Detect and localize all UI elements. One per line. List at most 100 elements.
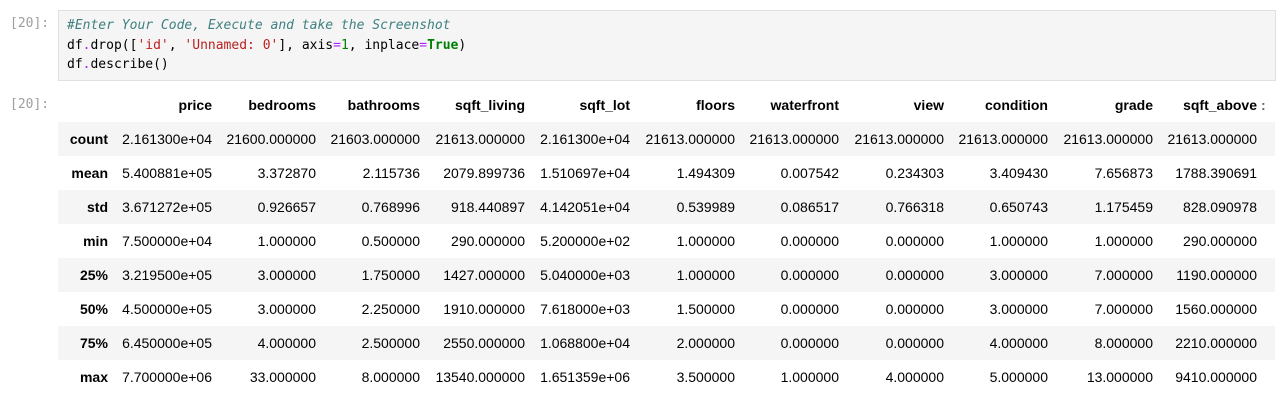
row-index: count (69, 131, 108, 147)
table-cell-spacer (1257, 258, 1275, 292)
table-cell: 2.161300e+04 (540, 131, 630, 147)
code-token: . (82, 38, 91, 53)
code-keyword: True (427, 38, 459, 53)
table-cell: 0.086517 (780, 199, 839, 215)
table-cell: 3.671272e+05 (122, 199, 212, 215)
table-cell: 1.000000 (780, 369, 839, 385)
table-cell: 0.926657 (257, 199, 316, 215)
table-cell: 3.000000 (257, 301, 316, 317)
table-cell: 0.650743 (989, 199, 1048, 215)
code-token: ) (458, 38, 467, 53)
table-cell: 1.068800e+04 (540, 335, 630, 351)
table-cell: 828.090978 (1183, 199, 1257, 215)
output-area: price bedrooms bathrooms sqft_living sqf… (58, 88, 1276, 403)
table-cell: 2550.000000 (443, 335, 525, 351)
column-header: price (178, 97, 212, 113)
table-cell: 3.000000 (989, 301, 1048, 317)
table-row: mean 5.400881e+05 3.372870 2.115736 2079… (58, 156, 1275, 190)
code-token: , inplace (348, 38, 420, 53)
table-cell-spacer (1257, 224, 1275, 258)
table-cell-spacer (1257, 122, 1275, 156)
code-token: , (168, 38, 185, 53)
code-token: . (82, 57, 91, 72)
code-line-1: #Enter Your Code, Execute and take the S… (67, 17, 451, 35)
table-cell: 5.400881e+05 (122, 165, 212, 181)
table-cell: 1.000000 (1094, 233, 1153, 249)
output-prompt: [20]: (10, 97, 50, 112)
table-cell: 3.219500e+05 (122, 267, 212, 283)
table-row: count 2.161300e+04 21600.000000 21603.00… (58, 122, 1275, 156)
code-token: drop (90, 38, 122, 53)
table-cell: 1560.000000 (1175, 301, 1257, 317)
table-cell-spacer (1257, 156, 1275, 190)
table-cell: 1.494309 (676, 165, 735, 181)
table-cell: 3.000000 (989, 267, 1048, 283)
table-cell: 13540.000000 (435, 369, 525, 385)
code-line-2: df.drop(['id', 'Unnamed: 0'], axis=1, in… (67, 37, 466, 55)
table-cell: 2.115736 (362, 165, 420, 181)
table-cell: 21603.000000 (330, 131, 420, 147)
table-cell: 21613.000000 (854, 131, 944, 147)
code-token: = (333, 38, 341, 53)
table-cell: 4.500000e+05 (122, 301, 212, 317)
table-cell: 1910.000000 (443, 301, 525, 317)
column-header: condition (985, 97, 1048, 113)
table-cell: 2.000000 (676, 335, 735, 351)
table-cell: 0.539989 (676, 199, 735, 215)
table-cell: 21600.000000 (226, 131, 316, 147)
table-cell: 7.618000e+03 (540, 301, 630, 317)
table-cell: 2210.000000 (1175, 335, 1257, 351)
table-row: std 3.671272e+05 0.926657 0.768996 918.4… (58, 190, 1275, 224)
table-cell-spacer (1257, 190, 1275, 224)
table-row: 25% 3.219500e+05 3.000000 1.750000 1427.… (58, 258, 1275, 292)
table-cell: 290.000000 (451, 233, 525, 249)
column-header: bedrooms (248, 97, 316, 113)
table-cell-spacer (1257, 326, 1275, 360)
table-cell: 4.000000 (989, 335, 1048, 351)
code-string: 'Unnamed: 0' (184, 38, 279, 53)
table-cell: 3.500000 (676, 369, 735, 385)
table-header-row: price bedrooms bathrooms sqft_living sqf… (58, 88, 1275, 122)
table-cell: 5.000000 (989, 369, 1048, 385)
table-cell: 9410.000000 (1175, 369, 1257, 385)
table-cell: 21613.000000 (749, 131, 839, 147)
column-header: bathrooms (347, 97, 420, 113)
table-row: 75% 6.450000e+05 4.000000 2.500000 2550.… (58, 326, 1275, 360)
table-cell: 4.000000 (885, 369, 944, 385)
code-line-3: df.describe() (67, 56, 169, 74)
index-header (58, 88, 114, 122)
table-cell: 1.000000 (676, 233, 735, 249)
table-cell: 3.372870 (257, 165, 316, 181)
table-cell: 0.000000 (885, 301, 944, 317)
table-cell: 0.000000 (780, 301, 839, 317)
table-cell: 33.000000 (249, 369, 316, 385)
table-cell: 3.000000 (257, 267, 316, 283)
table-cell: 1427.000000 (443, 267, 525, 283)
table-cell: 4.000000 (257, 335, 316, 351)
table-cell: 1.500000 (676, 301, 735, 317)
table-cell: 21613.000000 (1167, 131, 1257, 147)
table-cell: 2079.899736 (443, 165, 525, 181)
column-header: sqft_above (1183, 97, 1257, 113)
table-cell: 7.000000 (1094, 301, 1153, 317)
table-row: min 7.500000e+04 1.000000 0.500000 290.0… (58, 224, 1275, 258)
table-cell: 2.161300e+04 (122, 131, 212, 147)
table-cell: 21613.000000 (645, 131, 735, 147)
code-cell-editor[interactable]: #Enter Your Code, Execute and take the S… (58, 10, 1276, 81)
table-cell: 0.000000 (885, 335, 944, 351)
table-cell: 0.766318 (885, 199, 944, 215)
table-cell: 8.000000 (361, 369, 420, 385)
column-header: floors (696, 97, 735, 113)
table-cell: 7.000000 (1094, 267, 1153, 283)
table-cell: 290.000000 (1183, 233, 1257, 249)
code-comment: #Enter Your Code, Execute and take the S… (67, 18, 451, 33)
truncated-columns-indicator: : (1261, 97, 1266, 113)
column-header: grade (1114, 97, 1153, 113)
column-header: sqft_lot (579, 97, 630, 113)
table-cell: 1.510697e+04 (540, 165, 630, 181)
table-cell-spacer (1257, 360, 1275, 394)
table-cell: 2.500000 (361, 335, 420, 351)
code-token: () (153, 57, 169, 72)
table-row: max 7.700000e+06 33.000000 8.000000 1354… (58, 360, 1275, 394)
table-cell: 21613.000000 (435, 131, 525, 147)
